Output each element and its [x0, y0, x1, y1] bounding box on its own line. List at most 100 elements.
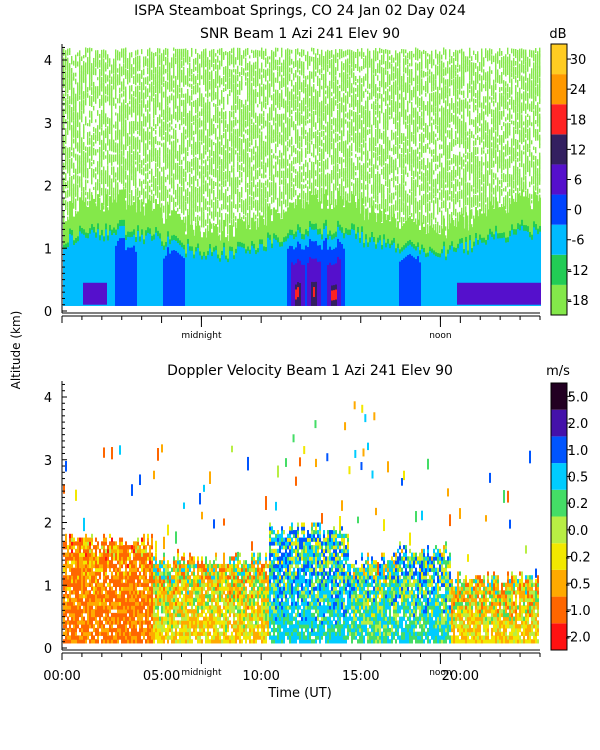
snr-cell	[309, 146, 311, 152]
snr-cell	[155, 52, 157, 57]
snr-cell	[195, 147, 197, 152]
snr-cell	[255, 52, 257, 58]
snr-cell	[161, 131, 163, 138]
snr-cell	[253, 194, 255, 200]
snr-cell	[151, 150, 153, 157]
snr-cell	[123, 114, 125, 122]
snr-cell	[99, 98, 101, 106]
snr-cell	[153, 100, 155, 110]
snr-cell	[243, 128, 245, 132]
snr-cell	[235, 177, 237, 184]
snr-cell	[83, 55, 85, 59]
snr-cell	[197, 83, 199, 92]
snr-cell	[101, 115, 103, 122]
snr-cell	[345, 176, 347, 185]
snr-cell	[87, 87, 89, 93]
snr-cell	[183, 156, 185, 161]
snr-cell	[107, 153, 109, 162]
snr-cell	[131, 85, 133, 92]
snr-cell	[93, 232, 95, 306]
snr-cell	[243, 200, 245, 208]
snr-cell	[123, 180, 125, 187]
snr-cell	[271, 68, 273, 75]
snr-cell	[117, 143, 119, 151]
snr-cell	[241, 82, 243, 91]
snr-cell	[295, 289, 297, 300]
snr-cell	[99, 80, 101, 89]
snr-cell	[293, 157, 295, 165]
snr-cell	[91, 138, 93, 147]
snr-cell	[207, 135, 209, 142]
snr-cell	[169, 110, 171, 117]
snr-cell	[149, 140, 151, 145]
snr-cell	[179, 159, 181, 166]
snr-cell	[97, 110, 99, 116]
snr-cell	[299, 166, 301, 173]
snr-cell	[349, 181, 351, 185]
snr-cell	[317, 261, 319, 306]
snr-cell	[243, 125, 245, 130]
snr-cell	[127, 190, 129, 199]
snr-cell	[291, 88, 293, 94]
snr-cell	[217, 91, 219, 100]
snr-cell	[341, 97, 343, 101]
snr-cell	[139, 205, 141, 214]
snr-cell	[163, 181, 165, 188]
snr-cell	[181, 204, 183, 214]
snr-cell	[151, 183, 153, 187]
snr-cell	[289, 190, 291, 200]
snr-cell	[353, 138, 355, 143]
snr-cell	[69, 162, 71, 170]
snr-cell	[213, 79, 215, 88]
snr-cell	[185, 105, 187, 112]
snr-cell	[201, 51, 203, 60]
snr-cell	[105, 155, 107, 159]
snr-cell	[139, 112, 141, 121]
snr-cell	[71, 196, 73, 204]
snr-cell	[333, 66, 335, 73]
snr-cell	[119, 66, 121, 74]
snr-cell	[277, 197, 279, 205]
snr-cell	[181, 51, 183, 61]
snr-cell	[159, 238, 161, 306]
snr-cell	[213, 181, 215, 186]
snr-cell	[129, 100, 131, 105]
snr-cell	[285, 187, 287, 195]
snr-cell	[205, 159, 207, 166]
snr-cell	[221, 255, 223, 306]
snr-cell	[355, 111, 357, 119]
snr-cell	[153, 175, 155, 183]
snr-cell	[187, 182, 189, 186]
snr-cell	[295, 112, 297, 118]
snr-cell	[87, 57, 89, 65]
snr-cell	[99, 89, 101, 96]
snr-cell	[263, 83, 265, 90]
snr-cell	[197, 146, 199, 152]
snr-cell	[245, 99, 247, 106]
snr-cell	[125, 119, 127, 126]
snr-cell	[219, 132, 221, 139]
snr-cell	[207, 75, 209, 82]
snr-cell	[215, 59, 217, 68]
snr-cell	[123, 63, 125, 67]
snr-cell	[349, 76, 351, 83]
snr-cell	[259, 134, 261, 142]
snr-cell	[255, 112, 257, 117]
snr-cell	[325, 117, 327, 124]
snr-cell	[297, 129, 299, 139]
snr-cell	[147, 49, 149, 57]
snr-cell	[239, 146, 241, 151]
snr-cell	[283, 191, 285, 200]
snr-cell	[65, 98, 67, 106]
snr-cell	[83, 151, 85, 160]
snr-cell	[69, 183, 71, 192]
snr-cell	[285, 88, 287, 93]
snr-cell	[245, 165, 247, 169]
snr-cell	[103, 172, 105, 181]
snr-cell	[129, 193, 131, 202]
snr-cell	[207, 66, 209, 73]
snr-cell	[203, 103, 205, 109]
snr-cell	[323, 175, 325, 185]
snr-cell	[71, 85, 73, 95]
snr-cell	[307, 141, 309, 145]
